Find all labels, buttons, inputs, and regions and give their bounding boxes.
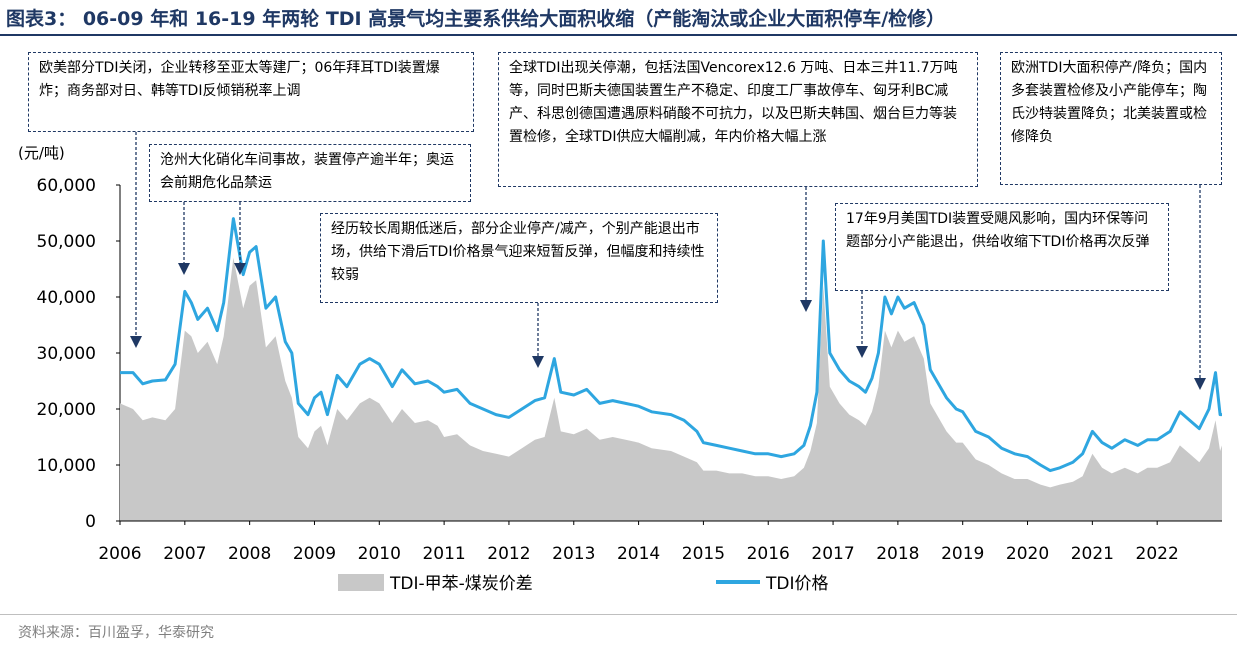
x-tick-label: 2014	[617, 544, 660, 564]
x-tick-label: 2019	[941, 544, 984, 564]
x-tick-label: 2022	[1136, 544, 1179, 564]
x-tick-label: 2017	[811, 544, 854, 564]
tdi-price-line	[120, 217, 1222, 473]
x-tick-label: 2009	[293, 544, 336, 564]
source-note: 资料来源：百川盈孚，华泰研究	[18, 625, 214, 641]
annotation-arrow-head	[800, 300, 812, 312]
annotation-arrow-head	[532, 356, 544, 368]
annotation-box-2012: 经历较长周期低迷后，部分企业停产/减产，个别产能退出市场，供给下滑后TDI价格景…	[320, 213, 718, 303]
y-tick-label: 20,000	[37, 400, 96, 420]
title-rule	[0, 34, 1237, 36]
legend: TDI-甲苯-煤炭价差 TDI价格	[338, 574, 829, 594]
y-tick-label: 30,000	[37, 344, 96, 364]
x-tick-label: 2006	[98, 544, 141, 564]
x-tick-label: 2008	[228, 544, 271, 564]
y-tick-label: 40,000	[37, 288, 96, 308]
annotation-box-2022: 欧洲TDI大面积停产/降负；国内多套装置检修及小产能停车；陶氏沙特装置降负；北美…	[1000, 52, 1222, 185]
y-tick-label: 50,000	[37, 232, 96, 252]
x-tick-label: 2013	[552, 544, 595, 564]
legend-label-price: TDI价格	[765, 574, 829, 594]
annotation-box-2006: 欧美部分TDI关闭，企业转移至亚太等建厂；06年拜耳TDI装置爆炸；商务部对日、…	[28, 52, 474, 132]
x-axis: 2006 2007 2008 2009 2010 2011 2012 2013 2014 2015…	[98, 521, 1179, 564]
chart-svg: (元/吨) 60,000 50,000 40,000 30,000 20,000 10,0…	[18, 132, 1222, 594]
y-tick-label: 10,000	[37, 456, 96, 476]
x-tick-label: 2007	[163, 544, 206, 564]
annotation-arrows	[130, 132, 1206, 390]
y-tick-label: 60,000	[37, 176, 96, 196]
y-unit-label: (元/吨)	[18, 144, 65, 162]
annotation-arrow-head	[1194, 378, 1206, 390]
legend-label-spread: TDI-甲苯-煤炭价差	[389, 574, 533, 594]
y-axis: 60,000 50,000 40,000 30,000 20,000 10,000 0	[37, 176, 121, 532]
legend-swatch-spread	[338, 574, 384, 591]
spread-area-layer	[120, 257, 1222, 521]
y-tick-label: 0	[85, 512, 96, 532]
x-tick-label: 2015	[682, 544, 725, 564]
annotation-box-2017: 17年9月美国TDI装置受飓风影响，国内环保等问题部分小产能退出，供给收缩下TD…	[835, 203, 1169, 291]
annotation-arrow-head	[178, 263, 190, 275]
annotation-arrow-head	[130, 336, 142, 348]
x-tick-label: 2020	[1006, 544, 1049, 564]
annotation-box-2007: 沧州大化硝化车间事故，装置停产逾半年；奥运会前期危化品禁运	[149, 144, 471, 202]
x-tick-label: 2021	[1071, 544, 1114, 564]
annotation-arrow-head	[856, 346, 868, 358]
source-rule	[0, 614, 1237, 615]
annotation-box-2016: 全球TDI出现关停潮，包括法国Vencorex12.6 万吨、日本三井11.7万…	[498, 52, 978, 187]
x-tick-label: 2011	[422, 544, 465, 564]
figure-title: 图表3： 06-09 年和 16-19 年两轮 TDI 高景气均主要系供给大面积…	[6, 8, 946, 30]
x-tick-label: 2016	[747, 544, 790, 564]
x-tick-label: 2018	[876, 544, 919, 564]
x-tick-label: 2012	[487, 544, 530, 564]
price-line-layer	[120, 217, 1222, 473]
annotation-arrow-head	[234, 263, 246, 275]
spread-area	[120, 257, 1222, 521]
x-tick-label: 2010	[358, 544, 401, 564]
